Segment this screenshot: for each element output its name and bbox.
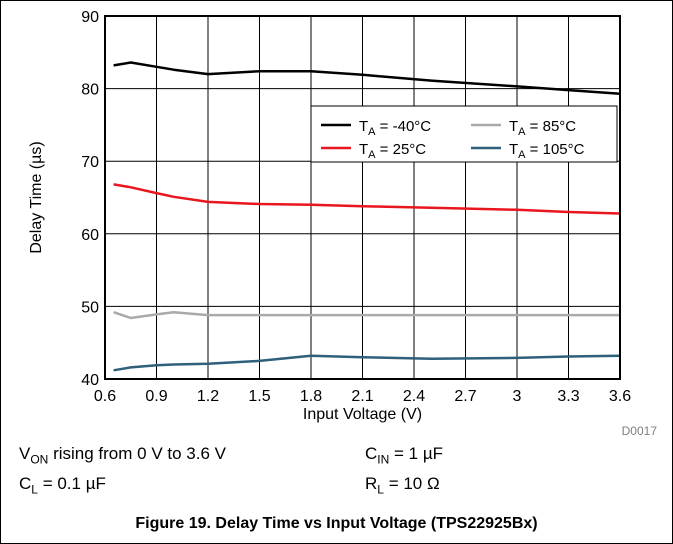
y-tick-label: 60 [81,227,99,244]
legend-label: TA = -40°C [359,118,431,138]
cl-condition: CL = 0.1 µF [19,474,106,497]
y-tick-label: 50 [81,299,99,316]
x-tick-label: 2.4 [403,388,425,405]
x-tick-label: 3.6 [609,388,631,405]
cin-condition: CIN = 1 µF [365,444,444,467]
figure-code: D0017 [622,424,658,438]
y-axis-label: Delay Time (µs) [28,141,45,253]
series-line [113,61,621,95]
figure-caption: Figure 19. Delay Time vs Input Voltage (… [135,515,538,532]
x-tick-label: 0.6 [94,388,116,405]
plot-border [104,15,621,380]
series-line [113,183,621,215]
chart-svg: 0.6 0.9 1.2 1.5 1.8 2.1 2.4 2.7 3 3.3 3.6 40 50 60 70 8… [28,9,658,438]
y-tick-label: 40 [81,372,99,389]
x-tick-label: 1.8 [300,388,322,405]
legend-label: TA = 25°C [359,141,426,161]
y-tick-label: 90 [81,9,99,26]
x-tick-label: 1.2 [197,388,219,405]
rl-condition: RL = 10 Ω [365,474,440,497]
x-tick-label: 1.5 [248,388,270,405]
x-axis-label: Input Voltage (V) [303,406,422,423]
legend-box [310,105,618,163]
series-line [113,310,620,320]
x-tick-label: 3.3 [557,388,579,405]
x-tick-label: 0.9 [145,388,167,405]
legend-label: TA = 85°C [509,118,576,138]
y-tick-label: 70 [81,154,99,171]
von-condition: VON rising from 0 V to 3.6 V [19,444,226,467]
y-tick-label: 80 [81,82,99,99]
x-tick-label: 2.1 [351,388,373,405]
x-tick-label: 2.7 [454,388,476,405]
x-tick-label: 3 [513,388,522,405]
series-line [113,354,621,372]
legend-label: TA = 105°C [509,141,585,161]
